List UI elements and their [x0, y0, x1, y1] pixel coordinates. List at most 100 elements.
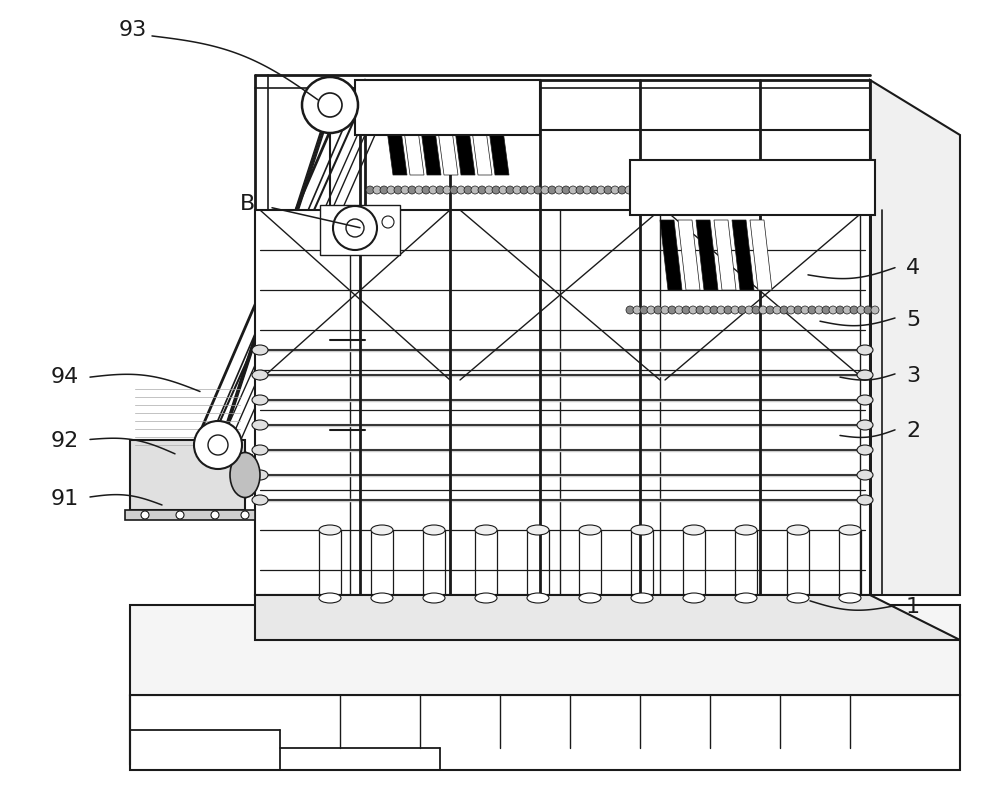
Ellipse shape: [579, 525, 601, 535]
Circle shape: [786, 186, 794, 194]
Ellipse shape: [475, 593, 497, 603]
Circle shape: [752, 306, 760, 314]
Circle shape: [436, 186, 444, 194]
Circle shape: [759, 306, 767, 314]
Circle shape: [814, 186, 822, 194]
Circle shape: [366, 186, 374, 194]
Polygon shape: [130, 695, 960, 770]
Circle shape: [745, 306, 753, 314]
Circle shape: [408, 186, 416, 194]
Circle shape: [633, 306, 641, 314]
Polygon shape: [320, 205, 400, 255]
Circle shape: [387, 186, 395, 194]
Circle shape: [394, 186, 402, 194]
Polygon shape: [130, 440, 245, 510]
Circle shape: [765, 186, 773, 194]
Circle shape: [842, 186, 850, 194]
Circle shape: [373, 186, 381, 194]
Circle shape: [689, 306, 697, 314]
Circle shape: [717, 306, 725, 314]
Circle shape: [471, 186, 479, 194]
Ellipse shape: [839, 525, 861, 535]
Circle shape: [654, 306, 662, 314]
Ellipse shape: [527, 525, 549, 535]
Circle shape: [850, 306, 858, 314]
Ellipse shape: [252, 495, 268, 505]
Polygon shape: [660, 220, 682, 290]
Text: 1: 1: [906, 597, 920, 618]
Circle shape: [779, 186, 787, 194]
Circle shape: [208, 435, 228, 455]
Circle shape: [744, 186, 752, 194]
Circle shape: [640, 306, 648, 314]
Ellipse shape: [857, 420, 873, 430]
Polygon shape: [750, 220, 772, 290]
Polygon shape: [402, 115, 424, 175]
Polygon shape: [130, 605, 960, 695]
Polygon shape: [630, 160, 875, 215]
Circle shape: [457, 186, 465, 194]
Text: 2: 2: [906, 421, 920, 442]
Circle shape: [646, 186, 654, 194]
Ellipse shape: [475, 525, 497, 535]
Ellipse shape: [527, 593, 549, 603]
Polygon shape: [678, 220, 700, 290]
Text: 3: 3: [906, 365, 920, 386]
Circle shape: [548, 186, 556, 194]
Circle shape: [849, 186, 857, 194]
Ellipse shape: [252, 395, 268, 405]
Circle shape: [653, 186, 661, 194]
Circle shape: [583, 186, 591, 194]
Polygon shape: [419, 115, 441, 175]
Circle shape: [639, 186, 647, 194]
Ellipse shape: [787, 593, 809, 603]
Circle shape: [194, 421, 242, 469]
Circle shape: [506, 186, 514, 194]
Text: 93: 93: [119, 19, 147, 40]
Circle shape: [716, 186, 724, 194]
Circle shape: [492, 186, 500, 194]
Circle shape: [597, 186, 605, 194]
Circle shape: [794, 306, 802, 314]
Circle shape: [843, 306, 851, 314]
Circle shape: [801, 306, 809, 314]
Ellipse shape: [252, 470, 268, 480]
Circle shape: [730, 186, 738, 194]
Circle shape: [604, 186, 612, 194]
Circle shape: [302, 77, 358, 133]
Circle shape: [800, 186, 808, 194]
Circle shape: [611, 186, 619, 194]
Circle shape: [513, 186, 521, 194]
Circle shape: [675, 306, 683, 314]
Circle shape: [429, 186, 437, 194]
Text: 92: 92: [51, 431, 79, 451]
Circle shape: [562, 186, 570, 194]
Circle shape: [485, 186, 493, 194]
Ellipse shape: [371, 525, 393, 535]
Ellipse shape: [631, 525, 653, 535]
Circle shape: [857, 306, 865, 314]
Circle shape: [632, 186, 640, 194]
Circle shape: [793, 186, 801, 194]
Circle shape: [737, 186, 745, 194]
Ellipse shape: [857, 470, 873, 480]
Ellipse shape: [230, 452, 260, 498]
Circle shape: [478, 186, 486, 194]
Circle shape: [382, 216, 394, 228]
Ellipse shape: [423, 525, 445, 535]
Circle shape: [751, 186, 759, 194]
Ellipse shape: [252, 420, 268, 430]
Ellipse shape: [252, 370, 268, 380]
Circle shape: [709, 186, 717, 194]
Circle shape: [380, 186, 388, 194]
Circle shape: [667, 186, 675, 194]
Polygon shape: [487, 115, 509, 175]
Circle shape: [682, 306, 690, 314]
Circle shape: [499, 186, 507, 194]
Circle shape: [773, 306, 781, 314]
Circle shape: [534, 186, 542, 194]
Circle shape: [464, 186, 472, 194]
Circle shape: [822, 306, 830, 314]
Text: B: B: [240, 193, 256, 214]
Circle shape: [527, 186, 535, 194]
